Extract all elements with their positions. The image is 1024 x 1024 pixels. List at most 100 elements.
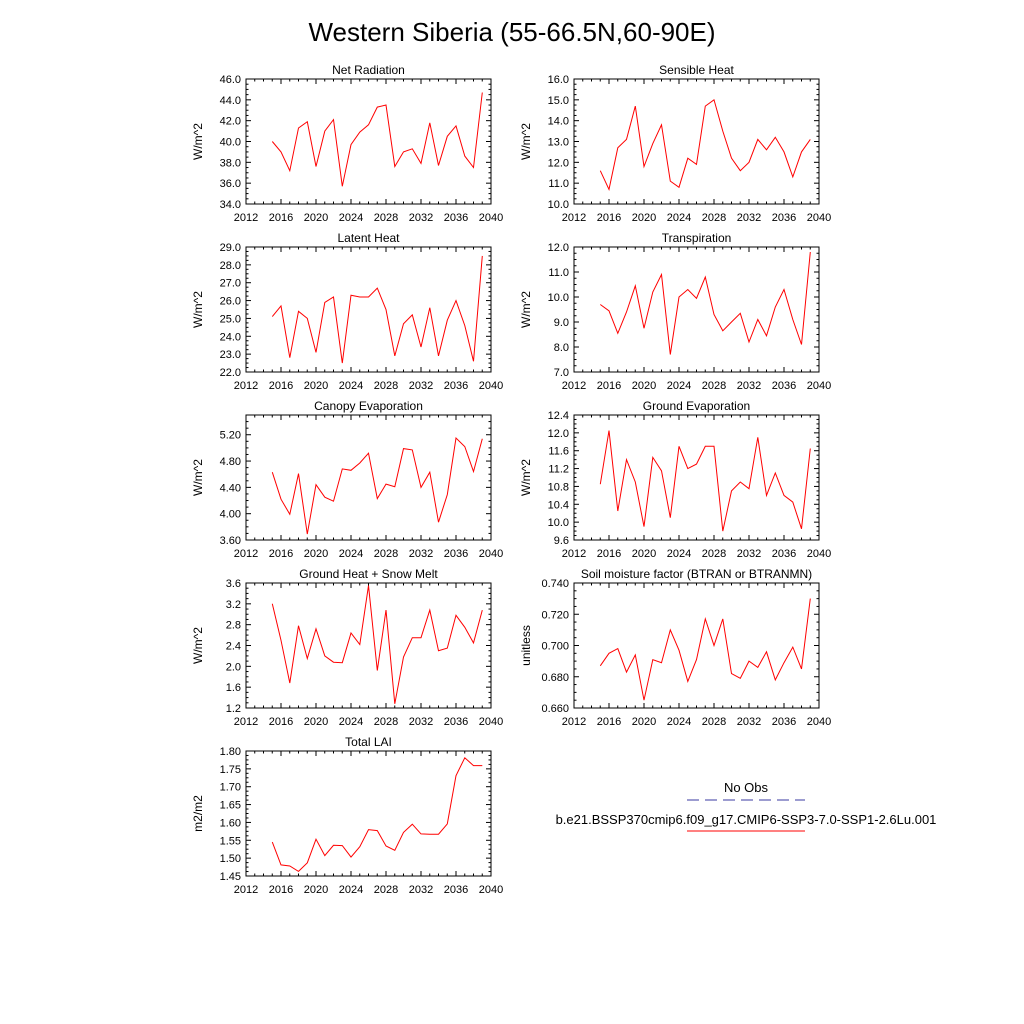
y-axis-label: W/m^2 — [191, 627, 205, 664]
y-tick-label: 36.0 — [220, 178, 241, 190]
panel-title: Transpiration — [662, 231, 732, 245]
panel-title: Ground Evaporation — [643, 399, 750, 413]
x-tick-label: 2020 — [632, 548, 656, 560]
panel-6: Ground Evaporation 2012 2016 2020 2024 2028 20… — [519, 399, 831, 560]
x-tick-label: 2028 — [702, 548, 726, 560]
x-tick-label: 2024 — [667, 716, 691, 728]
x-tick-label: 2020 — [632, 716, 656, 728]
x-tick-label: 2036 — [444, 548, 468, 560]
y-tick-label: 14.0 — [548, 116, 569, 128]
y-tick-label: 22.0 — [220, 367, 241, 379]
y-tick-label: 40.0 — [220, 137, 241, 149]
y-tick-label: 3.2 — [226, 599, 241, 611]
x-tick-label: 2016 — [269, 716, 293, 728]
x-tick-label: 2032 — [737, 716, 761, 728]
y-tick-label: 46.0 — [220, 74, 241, 86]
x-tick-label: 2020 — [304, 548, 328, 560]
x-tick-label: 2020 — [304, 716, 328, 728]
y-tick-label: 2.4 — [226, 641, 241, 653]
y-tick-label: 23.0 — [220, 349, 241, 361]
y-tick-label: 10.0 — [548, 292, 569, 304]
x-tick-label: 2024 — [339, 380, 363, 392]
x-tick-label: 2032 — [737, 380, 761, 392]
panel-title: Canopy Evaporation — [314, 399, 423, 413]
series-line — [271, 92, 483, 187]
y-tick-label: 38.0 — [220, 157, 241, 169]
x-tick-label: 2016 — [269, 212, 293, 224]
y-tick-label: 9.6 — [554, 535, 569, 547]
y-tick-label: 34.0 — [220, 199, 241, 211]
y-tick-label: 42.0 — [220, 116, 241, 128]
panel-2: Sensible Heat 2012 2016 2020 2024 2028 2032 203… — [519, 63, 831, 224]
y-tick-label: 16.0 — [548, 74, 569, 86]
plot-frame — [573, 78, 820, 205]
y-tick-label: 11.0 — [548, 267, 569, 279]
x-tick-label: 2036 — [444, 380, 468, 392]
x-tick-label: 2032 — [409, 212, 433, 224]
x-tick-label: 2040 — [807, 716, 831, 728]
y-tick-label: 0.700 — [541, 641, 569, 653]
x-tick-label: 2016 — [597, 380, 621, 392]
panel-7: Ground Heat + Snow Melt 2012 2016 2020 2024 2… — [191, 567, 503, 728]
y-tick-label: 0.660 — [541, 703, 569, 715]
y-tick-label: 1.55 — [220, 835, 241, 847]
x-tick-label: 2012 — [562, 548, 586, 560]
y-tick-label: 28.0 — [220, 260, 241, 272]
y-tick-label: 10.8 — [548, 481, 569, 493]
panel-title: Net Radiation — [332, 63, 405, 77]
y-tick-label: 1.75 — [220, 764, 241, 776]
plot-frame — [245, 78, 492, 205]
x-tick-label: 2028 — [374, 884, 398, 896]
x-tick-label: 2036 — [444, 884, 468, 896]
x-tick-label: 2028 — [374, 548, 398, 560]
panel-5: Canopy Evaporation 2012 2016 2020 2024 2028 20… — [191, 399, 503, 560]
y-tick-label: 2.8 — [226, 620, 241, 632]
x-tick-label: 2036 — [772, 548, 796, 560]
panels: Net Radiation 2012 2016 2020 2024 2028 2032 203… — [191, 63, 831, 896]
x-tick-label: 2040 — [807, 548, 831, 560]
x-tick-label: 2032 — [409, 548, 433, 560]
series-line — [599, 98, 811, 191]
x-tick-label: 2012 — [234, 716, 258, 728]
x-tick-label: 2016 — [269, 884, 293, 896]
x-tick-label: 2024 — [339, 716, 363, 728]
y-tick-label: 13.0 — [548, 137, 569, 149]
y-tick-label: 1.6 — [226, 682, 241, 694]
x-tick-label: 2040 — [807, 212, 831, 224]
y-tick-label: 3.60 — [220, 535, 241, 547]
plot-frame — [573, 582, 820, 709]
y-tick-label: 11.6 — [548, 446, 569, 458]
y-tick-label: 27.0 — [220, 278, 241, 290]
y-tick-label: 11.0 — [548, 178, 569, 190]
panel-title: Latent Heat — [337, 231, 400, 245]
y-tick-label: 26.0 — [220, 296, 241, 308]
panel-title: Total LAI — [345, 735, 392, 749]
legend: No Obs b.e21.BSSP370cmip6.f09_g17.CMIP6-S… — [556, 780, 936, 832]
series-line — [599, 598, 811, 701]
x-tick-label: 2036 — [772, 380, 796, 392]
series-line — [271, 585, 483, 704]
y-tick-label: 8.0 — [554, 342, 569, 354]
y-tick-label: 12.0 — [548, 242, 569, 254]
y-tick-label: 12.0 — [548, 157, 569, 169]
y-tick-label: 24.0 — [220, 331, 241, 343]
x-tick-label: 2032 — [409, 884, 433, 896]
legend-label: No Obs — [724, 780, 769, 795]
x-tick-label: 2040 — [479, 716, 503, 728]
panel-9: Total LAI 2012 2016 2020 2024 2028 2032 2036 204… — [191, 735, 503, 896]
x-tick-label: 2036 — [444, 212, 468, 224]
plot-frame — [245, 750, 492, 877]
y-tick-label: 1.2 — [226, 703, 241, 715]
y-tick-label: 10.0 — [548, 199, 569, 211]
plot-frame — [573, 246, 820, 373]
panel-title: Ground Heat + Snow Melt — [299, 567, 438, 581]
y-tick-label: 5.20 — [220, 430, 241, 442]
panel-title: Soil moisture factor (BTRAN or BTRANMN) — [581, 567, 812, 581]
y-tick-label: 0.740 — [541, 578, 569, 590]
y-tick-label: 1.80 — [220, 746, 241, 758]
x-tick-label: 2012 — [234, 212, 258, 224]
y-axis-label: W/m^2 — [191, 459, 205, 496]
plot-frame — [573, 414, 820, 541]
plot-frame — [245, 246, 492, 373]
